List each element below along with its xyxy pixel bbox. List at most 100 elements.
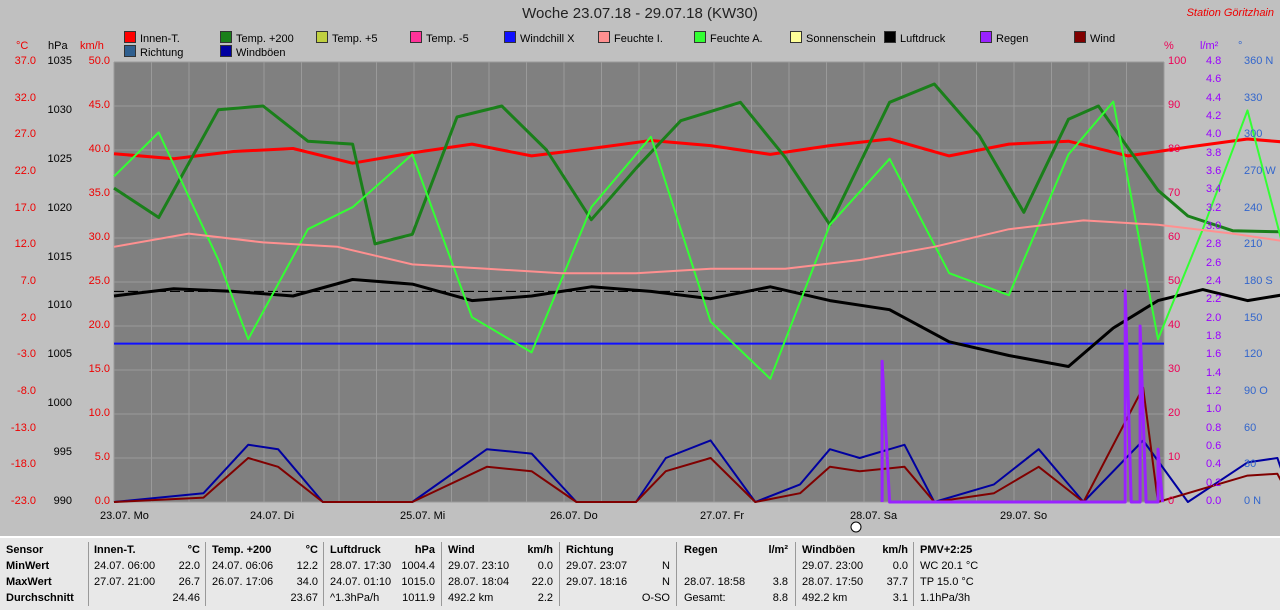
unit-deg: °: [1238, 40, 1243, 52]
legend-label: Temp. +5: [332, 33, 378, 45]
header-richtung: Richtung: [566, 544, 614, 556]
tick-pct: 100: [1168, 55, 1187, 67]
regen-total: 8.8: [772, 592, 788, 604]
regen-max: 3.8: [772, 576, 788, 588]
boen-avg: 3.1: [892, 592, 908, 604]
richt-max-time: 29.07. 18:16: [566, 576, 628, 588]
header-wind: Wind: [448, 544, 475, 556]
temp-max: 34.0: [296, 576, 318, 588]
series-feuchte-i-: [113, 219, 1280, 275]
legend-label: Temp. +200: [236, 33, 294, 45]
unit-boen: km/h: [882, 544, 908, 556]
header-temp: Temp. +200: [212, 544, 272, 556]
legend-swatch: [124, 31, 136, 43]
unit-temp: °C: [16, 40, 29, 52]
tick-temp: -13.0: [10, 421, 36, 434]
series-feuchte-a-: [113, 100, 1280, 380]
regen-max-time: 28.07. 18:58: [684, 576, 746, 588]
luft-max: 1015.0: [401, 576, 435, 588]
tick-pct: 60: [1168, 231, 1181, 243]
tick-day: 23.07. Mo: [100, 510, 149, 522]
tick-lm2: 1.0: [1206, 403, 1222, 416]
tick-lm2: 2.8: [1206, 238, 1222, 251]
legend-swatch: [980, 31, 992, 43]
richt-min: N: [662, 560, 670, 572]
legend-swatch: [694, 31, 706, 43]
legend-label: Regen: [996, 33, 1029, 45]
innen-avg: 24.46: [172, 592, 200, 604]
tick-kmh: 30.0: [88, 231, 110, 243]
wind-max: 22.0: [531, 576, 553, 588]
tick-temp: -3.0: [17, 348, 36, 361]
tick-temp: 12.0: [14, 238, 36, 251]
tick-temp: 37.0: [14, 55, 36, 67]
legend-label: Windböen: [236, 47, 286, 59]
series-innen-t-: [113, 137, 1280, 165]
tick-lm2: 0.0: [1206, 495, 1222, 507]
tick-kmh: 50.0: [88, 55, 110, 67]
tick-kmh: 0.0: [94, 495, 110, 507]
label-max: MaxWert: [6, 576, 52, 588]
legend-swatch: [1074, 31, 1086, 43]
unit-luft: hPa: [414, 544, 435, 556]
label-avg: Durchschnitt: [6, 592, 74, 604]
innen-min-time: 24.07. 06:00: [94, 560, 156, 572]
luft-avg: 1011.9: [402, 592, 435, 604]
tick-hpa: 1010: [47, 299, 72, 312]
tick-lm2: 4.8: [1206, 55, 1222, 67]
col-temp: Temp. +200 °C 24.07. 06:06 12.2 26.07. 17:…: [212, 542, 318, 606]
legend-swatch: [884, 31, 896, 43]
tick-kmh: 25.0: [88, 275, 110, 287]
pmv-windchill: WC 20.1 °C: [920, 560, 979, 572]
legend-swatch: [316, 31, 328, 43]
tick-lm2: 0.4: [1206, 458, 1222, 471]
header-regen: Regen: [684, 544, 718, 556]
luft-min: 1004.4: [401, 560, 435, 572]
series-luftdruck: [113, 278, 1280, 368]
legend-item-regen: Regen: [980, 31, 1028, 45]
tick-temp: -8.0: [17, 385, 36, 397]
tick-deg: 30: [1244, 458, 1257, 471]
tick-lm2: 3.8: [1206, 146, 1222, 159]
tick-deg: 360 N: [1244, 55, 1274, 67]
unit-wind: km/h: [527, 544, 553, 556]
tick-temp: 2.0: [20, 311, 36, 324]
tick-pct: 0: [1168, 495, 1175, 507]
legend-item-temp-200: Temp. +200: [220, 31, 294, 45]
tick-pct: 90: [1168, 99, 1181, 111]
legend-label: Richtung: [140, 47, 184, 59]
tick-lm2: 3.2: [1206, 201, 1222, 214]
col-boen: Windböen km/h 29.07. 23:00 0.0 28.07. 17:5…: [802, 542, 908, 606]
legend-label: Feuchte I.: [614, 33, 663, 45]
tick-kmh: 35.0: [88, 187, 110, 199]
tick-lm2: 1.4: [1206, 366, 1222, 379]
tick-lm2: 3.0: [1206, 220, 1222, 232]
tick-lm2: 4.4: [1206, 91, 1222, 104]
unit-innen: °C: [187, 544, 200, 556]
innen-max: 26.7: [178, 576, 200, 588]
tick-pct: 50: [1168, 275, 1181, 287]
tick-hpa: 1035: [47, 55, 72, 67]
header-innen: Innen-T.: [94, 544, 136, 556]
legend-swatch: [598, 31, 610, 43]
unit-hpa: hPa: [48, 40, 68, 52]
temp-min-time: 24.07. 06:06: [212, 560, 274, 572]
tick-hpa: 1000: [47, 397, 72, 410]
legend-label: Wind: [1090, 33, 1116, 45]
weather-chart: [113, 61, 1280, 533]
legend-swatch: [220, 45, 232, 57]
tick-hpa: 1005: [47, 348, 72, 361]
tick-temp: -23.0: [10, 495, 36, 507]
tick-lm2: 2.6: [1206, 256, 1222, 269]
legend-label: Luftdruck: [900, 33, 946, 45]
legend-label: Feuchte A.: [710, 33, 763, 45]
header-boen: Windböen: [802, 544, 856, 556]
pmv-pressure-trend: 1.1hPa/3h: [920, 592, 971, 604]
legend-item-innen-t-: Innen-T.: [124, 31, 180, 45]
wind-min-time: 29.07. 23:10: [448, 560, 510, 572]
legend-label: Innen-T.: [140, 33, 180, 45]
tick-deg: 210: [1244, 238, 1263, 251]
col-luft: Luftdruck hPa 28.07. 17:30 1004.4 24.07. 0…: [330, 542, 435, 606]
tick-lm2: 1.2: [1206, 385, 1222, 397]
col-pmv: PMV+2:25 WC 20.1 °C TP 15.0 °C 1.1hPa/3h: [920, 542, 1040, 606]
